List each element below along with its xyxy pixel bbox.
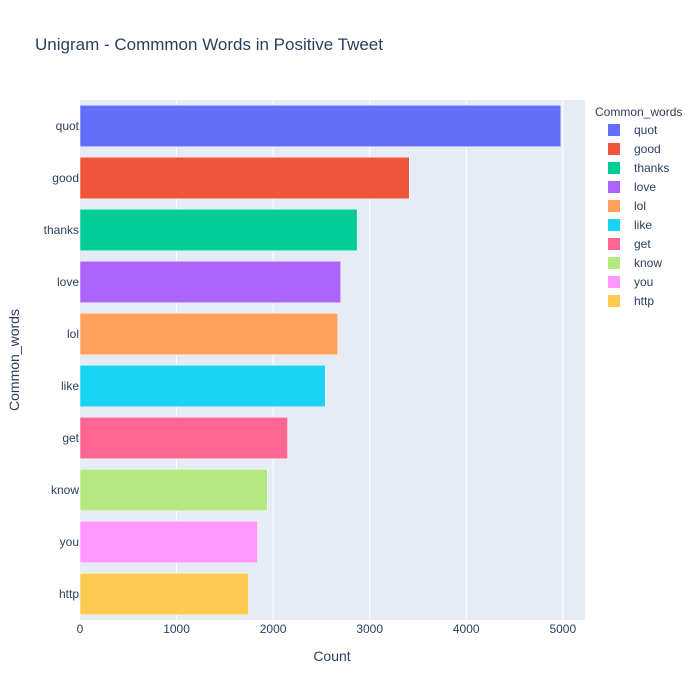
y-axis-ticks: quot good thanks love lol like get know you http — [44, 119, 80, 601]
bar-know — [79, 468, 268, 512]
bar-get — [79, 416, 288, 460]
bar-good — [79, 156, 410, 200]
bar-love — [79, 260, 341, 304]
legend-swatch-good[interactable] — [608, 143, 620, 155]
legend-swatch-love[interactable] — [608, 181, 620, 193]
x-tick-label: 2000 — [260, 622, 287, 636]
legend-label-quot[interactable]: quot — [634, 123, 658, 137]
x-tick-label: 0 — [77, 622, 84, 636]
bars — [79, 104, 562, 616]
legend-title: Common_words — [595, 105, 682, 119]
bar-thanks — [79, 208, 358, 252]
legend-swatch-get[interactable] — [608, 238, 620, 250]
legend-label-you[interactable]: you — [634, 275, 653, 289]
legend-label-good[interactable]: good — [634, 142, 661, 156]
y-tick-label: quot — [56, 119, 80, 133]
x-tick-label: 5000 — [549, 622, 576, 636]
bar-like — [79, 364, 326, 408]
bar-you — [79, 520, 258, 564]
y-tick-label: love — [57, 275, 79, 289]
x-axis-title: Count — [313, 648, 350, 664]
y-tick-label: good — [52, 171, 79, 185]
legend-swatch-http[interactable] — [608, 295, 620, 307]
chart-title: Unigram - Commmon Words in Positive Twee… — [35, 35, 383, 54]
legend-swatch-lol[interactable] — [608, 200, 620, 212]
y-tick-label: lol — [67, 327, 79, 341]
y-axis-title: Common_words — [6, 309, 22, 411]
legend-label-like[interactable]: like — [634, 218, 652, 232]
y-tick-label: get — [62, 431, 79, 445]
legend-label-lol[interactable]: lol — [634, 199, 646, 213]
x-tick-label: 3000 — [356, 622, 383, 636]
y-tick-label: know — [51, 483, 79, 497]
legend: Common_words quot good thanks love lol like ge… — [595, 105, 682, 308]
bar-quot — [79, 104, 562, 148]
y-tick-label: thanks — [44, 223, 79, 237]
y-tick-label: http — [59, 587, 79, 601]
legend-swatch-thanks[interactable] — [608, 162, 620, 174]
legend-label-thanks[interactable]: thanks — [634, 161, 669, 175]
x-axis-ticks: 0 1000 2000 3000 4000 5000 — [77, 622, 577, 636]
legend-swatch-like[interactable] — [608, 219, 620, 231]
legend-swatch-quot[interactable] — [608, 124, 620, 136]
x-tick-label: 1000 — [163, 622, 190, 636]
legend-label-know[interactable]: know — [634, 256, 662, 270]
y-tick-label: you — [60, 535, 79, 549]
legend-swatch-know[interactable] — [608, 257, 620, 269]
legend-label-http[interactable]: http — [634, 294, 654, 308]
bar-lol — [79, 312, 339, 356]
bar-http — [79, 572, 249, 616]
legend-label-love[interactable]: love — [634, 180, 656, 194]
x-tick-label: 4000 — [453, 622, 480, 636]
y-tick-label: like — [61, 379, 79, 393]
legend-label-get[interactable]: get — [634, 237, 651, 251]
legend-swatch-you[interactable] — [608, 276, 620, 288]
